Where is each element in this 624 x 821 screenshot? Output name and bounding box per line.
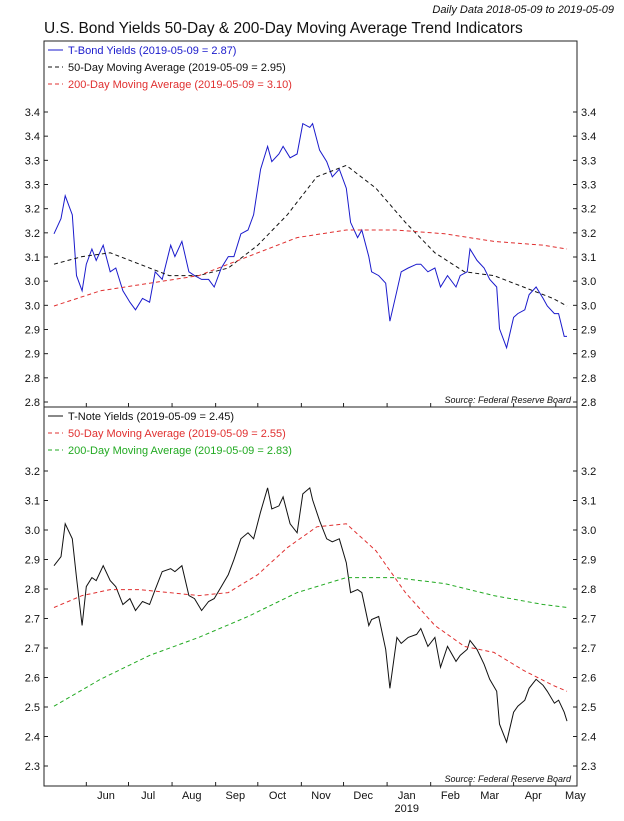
y-tick-label-left: 3.1 [25, 252, 40, 264]
panel-top: 3.4 3.4 3.4 3.4 3.3 3.3 3.3 3.3 3.2 3.2 3.2 3.2 3.1 3… [25, 45, 597, 409]
x-tick-label: Oct [269, 790, 286, 802]
y-tick-label-left: 3.4 [25, 107, 40, 119]
y-tick-label-left: 3.0 [25, 300, 40, 312]
y-tick-label-left: 3.2 [25, 204, 40, 216]
legend-label: 200-Day Moving Average (2019-05-09 = 2.8… [68, 445, 292, 457]
y-tick-label-left: 2.7 [25, 614, 40, 626]
y-tick-label-left: 3.0 [25, 525, 40, 537]
y-tick-label-left: 3.3 [25, 180, 40, 192]
y-tick-label-left: 2.7 [25, 643, 40, 655]
series-line-top-1 [53, 164, 568, 307]
series-line-top-2 [53, 229, 568, 307]
series-line-bottom-2 [53, 577, 568, 707]
x-tick-label: Jun [97, 790, 115, 802]
y-tick-label-left: 3.0 [25, 276, 40, 288]
y-tick-label-left: 2.5 [25, 702, 40, 714]
y-tick-label-right: 3.4 [581, 107, 596, 119]
y-tick-label-left: 2.9 [25, 325, 40, 337]
y-tick-label-right: 3.2 [581, 466, 596, 478]
y-tick-label-right: 2.4 [581, 732, 596, 744]
legend-label: T-Bond Yields (2019-05-09 = 2.87) [68, 45, 236, 57]
y-tick-label-left: 2.4 [25, 732, 40, 744]
series-line-top-0 [53, 122, 567, 350]
x-tick-label: Apr [525, 790, 542, 802]
panel-bottom: 3.2 3.2 3.1 3.1 3.0 3.0 2.9 2.9 2.8 2.8 2.7 2.7 2.7 2… [25, 411, 597, 784]
x-tick-label: Sep [226, 790, 246, 802]
source-note: Source: Federal Reserve Board [444, 395, 572, 405]
y-tick-label-left: 2.8 [25, 373, 40, 385]
legend-label: 50-Day Moving Average (2019-05-09 = 2.55… [68, 428, 286, 440]
legend-label: 200-Day Moving Average (2019-05-09 = 3.1… [68, 79, 292, 91]
x-tick-label: Aug [182, 790, 202, 802]
y-tick-label-right: 3.4 [581, 131, 596, 143]
chart-subtitle: Daily Data 2018-05-09 to 2019-05-09 [432, 4, 614, 16]
chart-title: U.S. Bond Yields 50-Day & 200-Day Moving… [44, 20, 523, 37]
y-tick-label-right: 3.3 [581, 180, 596, 192]
y-tick-label-right: 3.0 [581, 276, 596, 288]
series-line-bottom-1 [53, 523, 568, 692]
y-tick-label-right: 3.3 [581, 155, 596, 167]
plot-frame [43, 40, 578, 787]
y-tick-label-right: 3.0 [581, 525, 596, 537]
x-axis: Jun Jul Aug Sep Oct Nov Dec Jan Feb Mar Apr May 2019 [85, 403, 586, 815]
legend-label: 50-Day Moving Average (2019-05-09 = 2.95… [68, 62, 286, 74]
y-tick-label-left: 3.2 [25, 466, 40, 478]
y-tick-label-right: 2.5 [581, 702, 596, 714]
x-tick-label: Feb [441, 790, 460, 802]
y-tick-label-left: 2.3 [25, 761, 40, 773]
x-tick-label: Jan [398, 790, 416, 802]
x-tick-label: Jul [141, 790, 155, 802]
y-tick-label-right: 2.8 [581, 373, 596, 385]
y-tick-label-right: 2.8 [581, 397, 596, 409]
y-tick-label-right: 2.9 [581, 349, 596, 361]
y-tick-label-right: 3.2 [581, 228, 596, 240]
y-tick-label-left: 2.6 [25, 673, 40, 685]
y-tick-label-left: 2.9 [25, 555, 40, 567]
y-tick-label-right: 2.9 [581, 325, 596, 337]
series-line-bottom-0 [53, 486, 568, 744]
y-tick-label-left: 3.3 [25, 155, 40, 167]
y-tick-label-right: 3.1 [581, 496, 596, 508]
y-tick-label-right: 3.2 [581, 204, 596, 216]
y-tick-label-right: 2.7 [581, 643, 596, 655]
y-tick-label-left: 2.8 [25, 584, 40, 596]
x-tick-label: Dec [353, 790, 373, 802]
legend-label: T-Note Yields (2019-05-09 = 2.45) [68, 411, 234, 423]
x-tick-label: Nov [311, 790, 331, 802]
source-note: Source: Federal Reserve Board [444, 774, 572, 784]
y-tick-label-left: 2.9 [25, 349, 40, 361]
legend-top: T-Bond Yields (2019-05-09 = 2.87) 50-Day … [48, 45, 292, 91]
y-tick-label-right: 2.3 [581, 761, 596, 773]
legend-bottom: T-Note Yields (2019-05-09 = 2.45) 50-Day … [48, 411, 292, 457]
y-tick-label-right: 2.9 [581, 555, 596, 567]
x-tick-label: May [565, 790, 586, 802]
y-tick-label-right: 2.8 [581, 584, 596, 596]
x-tick-label: Mar [480, 790, 499, 802]
y-tick-label-right: 3.0 [581, 300, 596, 312]
x-year-label: 2019 [395, 803, 419, 815]
y-tick-label-right: 3.1 [581, 252, 596, 264]
y-tick-label-right: 2.6 [581, 673, 596, 685]
y-tick-label-left: 3.2 [25, 228, 40, 240]
y-tick-label-right: 2.7 [581, 614, 596, 626]
y-tick-label-left: 2.8 [25, 397, 40, 409]
y-tick-label-left: 3.1 [25, 496, 40, 508]
y-tick-label-left: 3.4 [25, 131, 40, 143]
